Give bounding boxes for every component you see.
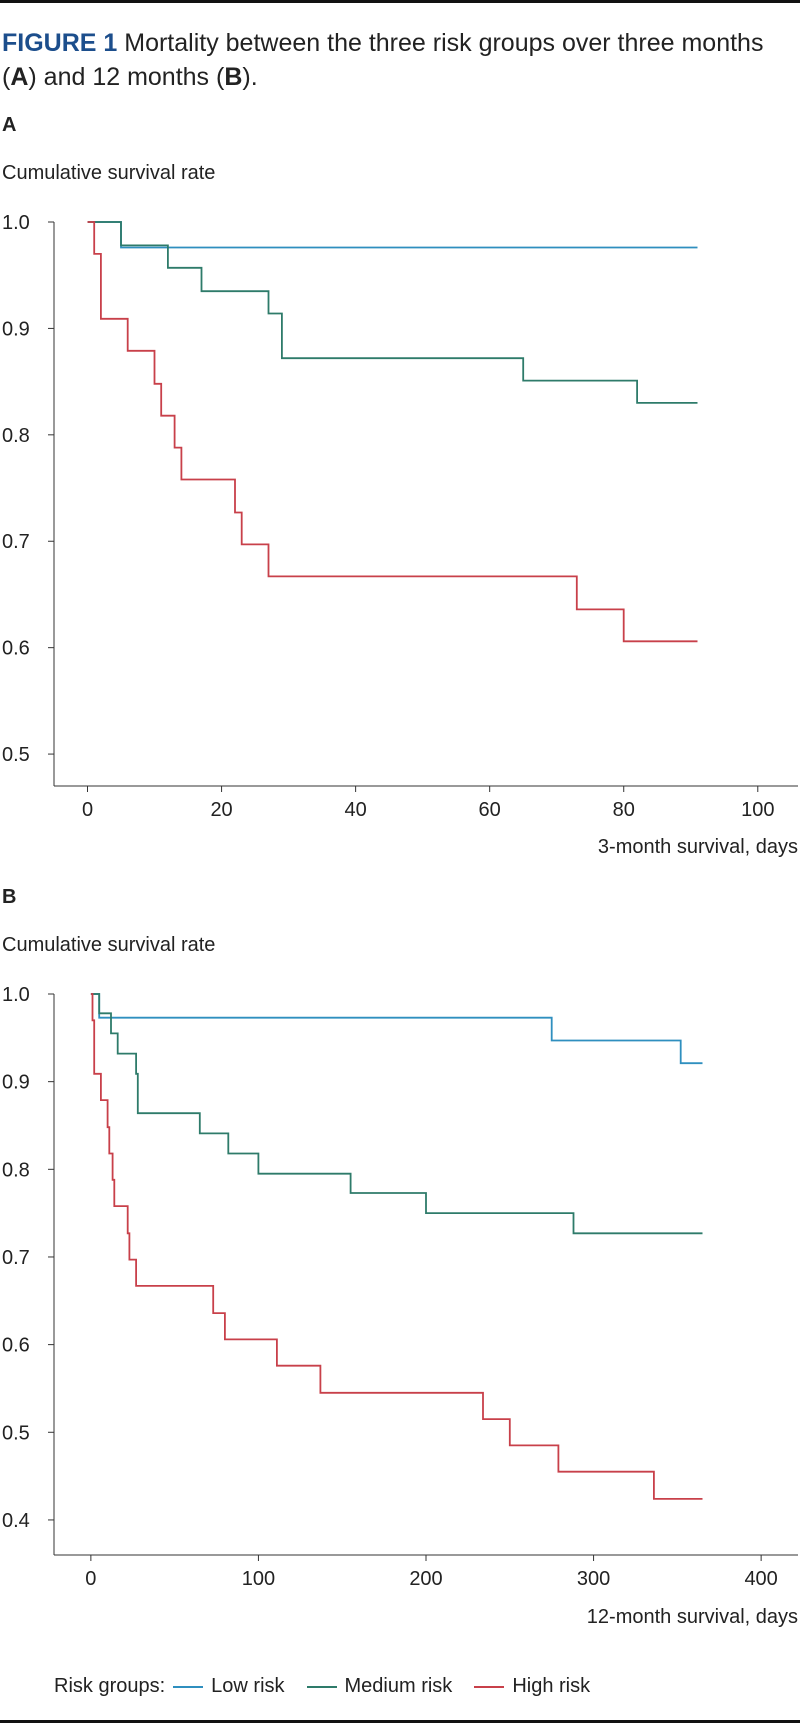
panel-b-y-axis-label: Cumulative survival rate bbox=[2, 934, 216, 956]
legend-label-medium: Medium risk bbox=[344, 1675, 453, 1697]
y-tick-label: 0.7 bbox=[2, 531, 30, 553]
x-tick-label: 400 bbox=[744, 1568, 777, 1590]
y-tick-label: 0.6 bbox=[2, 1335, 30, 1357]
caption-mark-a: A bbox=[10, 63, 29, 91]
series-line-high bbox=[90, 993, 703, 1500]
bottom-rule bbox=[0, 1720, 800, 1723]
legend-item-medium: Medium risk bbox=[306, 1675, 453, 1698]
legend-swatch-high bbox=[474, 1685, 505, 1688]
series-line-medium bbox=[90, 993, 703, 1235]
x-tick-label: 20 bbox=[210, 799, 232, 821]
top-rule bbox=[0, 0, 800, 3]
y-tick-label: 1.0 bbox=[2, 984, 30, 1006]
y-tick-label: 0.9 bbox=[2, 1072, 30, 1094]
legend-item-low: Low risk bbox=[173, 1675, 285, 1698]
y-tick-label: 0.8 bbox=[2, 1159, 30, 1181]
y-tick-label: 1.0 bbox=[2, 212, 30, 234]
x-tick-label: 300 bbox=[577, 1568, 610, 1590]
y-tick-label: 0.9 bbox=[2, 318, 30, 340]
y-tick-label: 0.6 bbox=[2, 638, 30, 660]
x-tick-label: 80 bbox=[613, 799, 635, 821]
x-tick-label: 100 bbox=[242, 1568, 275, 1590]
panel-b-x-axis-label: 12-month survival, days bbox=[586, 1606, 798, 1628]
caption-mark-b: B bbox=[224, 63, 243, 91]
caption-text-2: ) and 12 months ( bbox=[28, 63, 225, 91]
series-line-high bbox=[87, 221, 698, 643]
y-tick-label: 0.4 bbox=[2, 1510, 30, 1532]
panel-a-letter: A bbox=[2, 114, 17, 136]
series-line-low bbox=[90, 993, 703, 1065]
x-tick-label: 0 bbox=[85, 1568, 96, 1590]
y-tick-label: 0.5 bbox=[2, 1422, 30, 1444]
panel-a-chart: 0.5 0.6 0.7 0.8 0.9 1.0 0 20 40 60 80 100 bbox=[2, 212, 798, 821]
caption-text-3: ). bbox=[242, 63, 258, 91]
x-tick-label: 200 bbox=[409, 1568, 442, 1590]
legend-swatch-medium bbox=[306, 1685, 337, 1688]
legend-title: Risk groups: bbox=[54, 1675, 166, 1697]
panel-a-x-axis-label: 3-month survival, days bbox=[597, 836, 798, 858]
legend-label-high: High risk bbox=[512, 1675, 591, 1697]
figure-label: FIGURE 1 bbox=[2, 29, 118, 57]
panel-b-chart: 0.4 0.5 0.6 0.7 0.8 0.9 1.0 0 100 200 300 400 bbox=[2, 984, 798, 1590]
figure-caption: FIGURE 1 Mortality between the three ris… bbox=[2, 26, 792, 94]
panel-a-y-axis-label: Cumulative survival rate bbox=[2, 162, 216, 184]
legend-label-low: Low risk bbox=[211, 1675, 285, 1697]
legend-item-high: High risk bbox=[474, 1675, 590, 1698]
x-tick-label: 40 bbox=[344, 799, 366, 821]
caption-text-1: Mortality between the three risk groups … bbox=[2, 29, 764, 91]
y-tick-label: 0.8 bbox=[2, 425, 30, 447]
y-tick-label: 0.7 bbox=[2, 1247, 30, 1269]
legend-swatch-low bbox=[173, 1685, 204, 1688]
panel-b-letter: B bbox=[2, 886, 17, 908]
x-tick-label: 60 bbox=[479, 799, 501, 821]
legend: Risk groups: Low risk Medium risk High r… bbox=[54, 1675, 590, 1698]
series-line-medium bbox=[87, 221, 698, 404]
x-tick-label: 100 bbox=[741, 799, 774, 821]
y-tick-label: 0.5 bbox=[2, 744, 30, 766]
x-tick-label: 0 bbox=[82, 799, 93, 821]
